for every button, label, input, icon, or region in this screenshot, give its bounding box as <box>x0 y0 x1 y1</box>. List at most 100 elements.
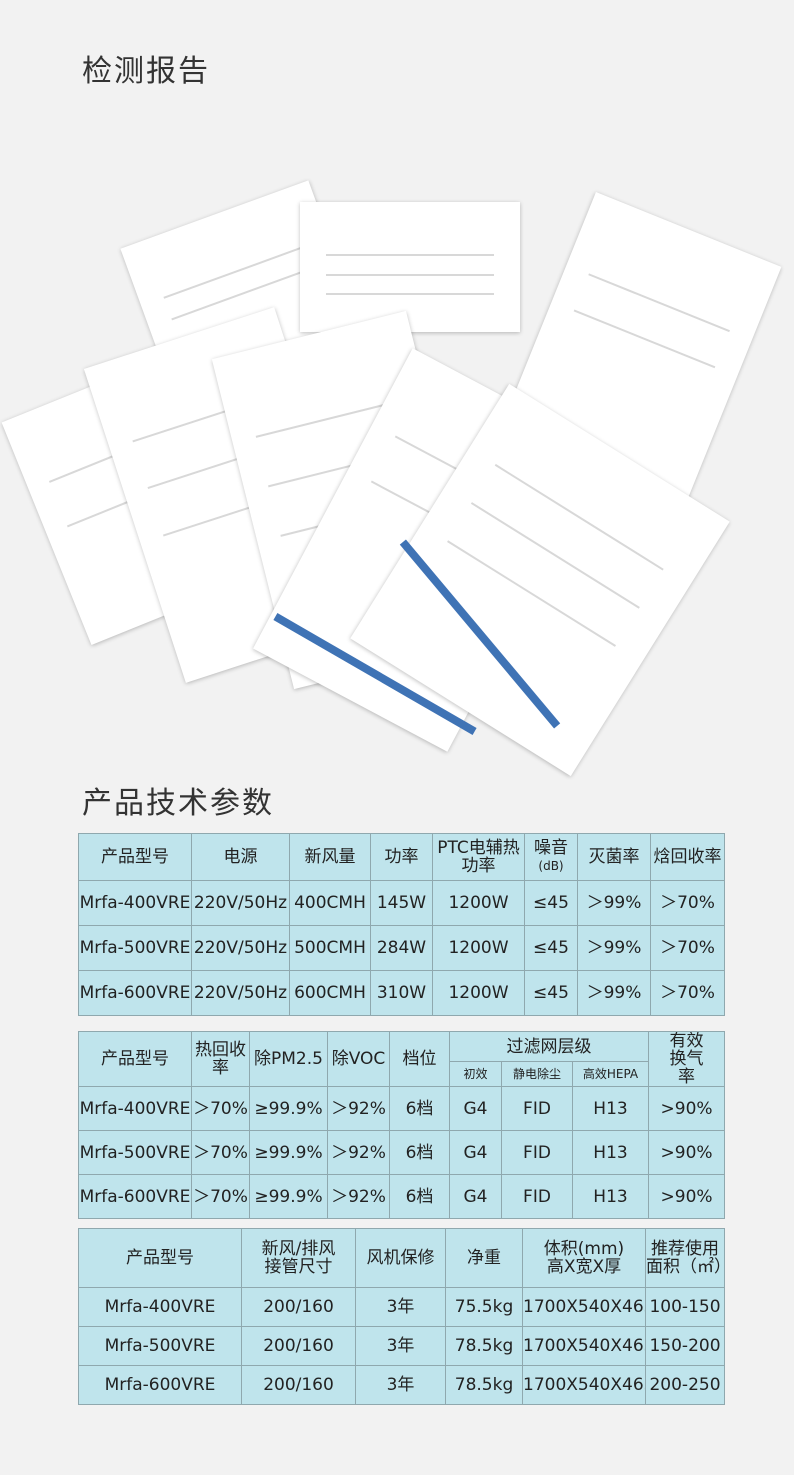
table-cell: 1700X540X465 <box>522 1287 646 1327</box>
table-cell: Mrfa-600VRE <box>78 970 192 1016</box>
noise-label: 噪音 <box>534 838 568 858</box>
header-heat-recovery: 热回收率 <box>191 1031 250 1087</box>
table-row: Mrfa-400VRE 220V/50Hz 400CMH 145W 1200W ≤45 ＞9… <box>78 880 725 926</box>
table-cell: 6档 <box>389 1086 450 1131</box>
table-cell: G4 <box>449 1086 502 1131</box>
header-speed: 档位 <box>389 1031 450 1087</box>
header-air-exchange: 有效换气率 <box>648 1031 726 1087</box>
table-cell: Mrfa-500VRE <box>78 1130 192 1175</box>
table-cell: 3年 <box>355 1326 446 1366</box>
header-weight: 净重 <box>445 1228 523 1288</box>
table-cell: Mrfa-400VRE <box>78 1086 192 1131</box>
table-cell: 3年 <box>355 1365 446 1405</box>
table-cell: 150-200 <box>645 1326 725 1366</box>
header-model: 产品型号 <box>78 1031 192 1087</box>
header-enthalpy: 焓回收率 <box>650 833 725 881</box>
table-row: Mrfa-400VRE ＞70% ≥99.9% ＞92% 6档 G4 FID H13 >90% <box>78 1086 726 1131</box>
table-cell: ＞70% <box>191 1174 250 1219</box>
table-cell: H13 <box>571 1130 650 1175</box>
table-cell: 6档 <box>389 1174 450 1219</box>
header-warranty: 风机保修 <box>355 1228 446 1288</box>
table-cell: 1200W <box>432 970 525 1016</box>
table-cell: ＞99% <box>577 970 651 1016</box>
table-cell: 78.5kg <box>445 1365 523 1405</box>
table-cell: >90% <box>648 1086 726 1131</box>
table-cell: Mrfa-600VRE <box>78 1174 192 1219</box>
table-cell: ＞99% <box>577 925 651 971</box>
table-cell: 310W <box>370 970 433 1016</box>
table-cell: H13 <box>571 1174 650 1219</box>
table-cell: 500CMH <box>289 925 371 971</box>
table-cell: 220V/50Hz <box>191 880 290 926</box>
test-report-images <box>1 180 782 777</box>
table-row: Mrfa-500VRE 220V/50Hz 500CMH 284W 1200W ≤45 ＞9… <box>78 925 725 971</box>
noise-unit: (dB) <box>538 859 564 873</box>
header-voc: 除VOC <box>327 1031 390 1087</box>
table-cell: 200/160 <box>241 1287 356 1327</box>
table-cell: >90% <box>648 1130 726 1175</box>
table-cell: Mrfa-400VRE <box>78 880 192 926</box>
table-row: Mrfa-400VRE 200/160 3年 75.5kg 1700X540X465 10… <box>78 1287 725 1327</box>
table-cell: 284W <box>370 925 433 971</box>
report-page <box>300 202 520 332</box>
table-cell: ≥99.9% <box>249 1086 328 1131</box>
table-cell: FID <box>501 1086 573 1131</box>
table-row: Mrfa-600VRE 200/160 3年 78.5kg 1700X540X465 20… <box>78 1365 725 1405</box>
table-cell: 75.5kg <box>445 1287 523 1327</box>
header-model: 产品型号 <box>78 833 192 881</box>
table-cell: 145W <box>370 880 433 926</box>
table-row: Mrfa-500VRE 200/160 3年 78.5kg 1700X540X465 15… <box>78 1326 725 1366</box>
table-cell: 1200W <box>432 880 525 926</box>
table-row: Mrfa-600VRE 220V/50Hz 600CMH 310W 1200W ≤45 ＞9… <box>78 970 725 1016</box>
table-row: Mrfa-500VRE ＞70% ≥99.9% ＞92% 6档 G4 FID H13 >90% <box>78 1130 726 1175</box>
table-cell: ＞92% <box>327 1086 390 1131</box>
specs-title: 产品技术参数 <box>82 786 274 821</box>
header-ptc-power: PTC电辅热功率 <box>432 833 525 881</box>
header-area: 推荐使用面积（㎡） <box>645 1228 725 1288</box>
table-cell: ＞70% <box>650 925 725 971</box>
header-model: 产品型号 <box>78 1228 242 1288</box>
table-cell: Mrfa-400VRE <box>78 1287 242 1327</box>
table-cell: 1700X540X465 <box>522 1365 646 1405</box>
table-cell: G4 <box>449 1130 502 1175</box>
table-cell: ≤45 <box>524 970 578 1016</box>
table-cell: 6档 <box>389 1130 450 1175</box>
table-cell: 100-150 <box>645 1287 725 1327</box>
table-cell: 200/160 <box>241 1365 356 1405</box>
table-row: Mrfa-600VRE ＞70% ≥99.9% ＞92% 6档 G4 FID H13 >90% <box>78 1174 726 1219</box>
table-cell: FID <box>501 1130 573 1175</box>
table-cell: 220V/50Hz <box>191 925 290 971</box>
header-sterilization: 灭菌率 <box>577 833 651 881</box>
table-cell: ＞92% <box>327 1174 390 1219</box>
spec-table-2: 产品型号 热回收率 除PM2.5 除VOC 档位 过滤网层级 有效换气率 初效 … <box>78 1031 726 1219</box>
table-cell: 600CMH <box>289 970 371 1016</box>
header-pm25: 除PM2.5 <box>249 1031 328 1087</box>
header-power-supply: 电源 <box>191 833 290 881</box>
table-cell: 78.5kg <box>445 1326 523 1366</box>
subheader-electrostatic: 静电除尘 <box>501 1061 573 1087</box>
header-airflow: 新风量 <box>289 833 371 881</box>
header-filter-levels: 过滤网层级 <box>448 1031 650 1062</box>
table-cell: G4 <box>449 1174 502 1219</box>
table-cell: 200-250 <box>645 1365 725 1405</box>
spec-table-1: 产品型号 电源 新风量 功率 PTC电辅热功率 噪音 (dB) 灭菌率 焓回收率 … <box>78 833 725 1016</box>
table-cell: ＞70% <box>650 970 725 1016</box>
subheader-hepa: 高效HEPA <box>571 1061 650 1087</box>
table-cell: 220V/50Hz <box>191 970 290 1016</box>
table-cell: ＞99% <box>577 880 651 926</box>
table-cell: 1700X540X465 <box>522 1326 646 1366</box>
table-cell: FID <box>501 1174 573 1219</box>
table-cell: 3年 <box>355 1287 446 1327</box>
table-cell: ≥99.9% <box>249 1130 328 1175</box>
table-cell: ＞92% <box>327 1130 390 1175</box>
header-duct-size: 新风/排风接管尺寸 <box>241 1228 356 1288</box>
table-cell: 1200W <box>432 925 525 971</box>
table-cell: ≤45 <box>524 925 578 971</box>
table-cell: ＞70% <box>650 880 725 926</box>
header-dimensions: 体积(mm)高X宽X厚 <box>522 1228 646 1288</box>
subheader-primary: 初效 <box>449 1061 502 1087</box>
table-cell: ＞70% <box>191 1086 250 1131</box>
table-cell: ≤45 <box>524 880 578 926</box>
header-power: 功率 <box>370 833 433 881</box>
